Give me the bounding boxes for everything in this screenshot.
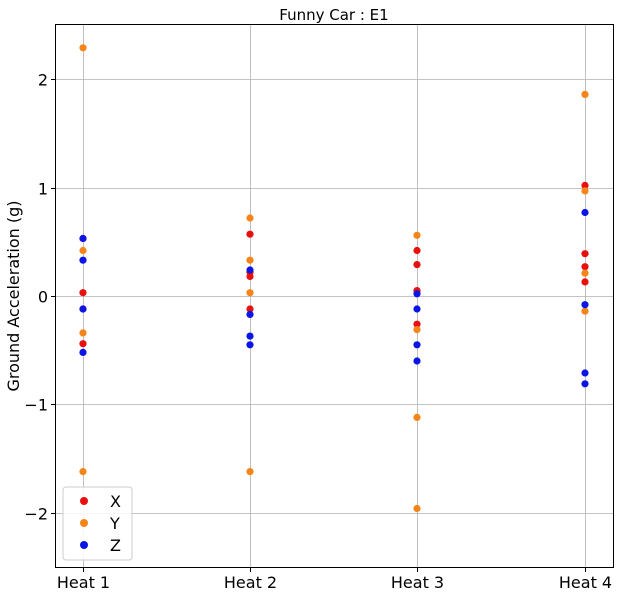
y-tick-label: −1 bbox=[24, 396, 48, 415]
legend-marker bbox=[80, 519, 88, 527]
point-y bbox=[79, 468, 87, 476]
point-y bbox=[413, 413, 421, 421]
point-x bbox=[246, 230, 254, 238]
legend-box bbox=[62, 486, 133, 561]
point-y bbox=[581, 187, 589, 195]
data-points bbox=[79, 44, 589, 513]
point-y bbox=[246, 289, 254, 297]
point-x bbox=[79, 289, 87, 297]
grid bbox=[56, 25, 613, 567]
legend-label: Z bbox=[110, 536, 121, 555]
point-x bbox=[246, 272, 254, 281]
y-axis-label: Ground Acceleration (g) bbox=[4, 200, 23, 391]
point-x bbox=[581, 181, 589, 189]
point-z bbox=[581, 208, 589, 217]
point-z bbox=[246, 310, 254, 318]
plot-frame bbox=[55, 24, 614, 568]
legend-label: Y bbox=[109, 514, 120, 533]
point-x bbox=[413, 246, 421, 255]
x-tick-label: Heat 4 bbox=[559, 573, 612, 592]
point-y bbox=[581, 307, 589, 315]
point-y bbox=[79, 44, 87, 52]
point-z bbox=[413, 341, 421, 349]
chart-title: Funny Car : E1 bbox=[279, 6, 388, 24]
legend-marker bbox=[80, 497, 88, 505]
point-z bbox=[581, 369, 589, 377]
legend-label: X bbox=[110, 492, 121, 511]
legend-marker bbox=[80, 541, 88, 549]
y-tick-label: 0 bbox=[38, 288, 48, 307]
point-z bbox=[79, 256, 87, 264]
legend: XYZ bbox=[62, 486, 133, 561]
point-x bbox=[581, 250, 589, 258]
point-z bbox=[79, 348, 87, 356]
y-axis-ticks: −2 −1 0 1 2 bbox=[24, 71, 56, 524]
point-y bbox=[79, 329, 87, 337]
point-z bbox=[79, 305, 87, 313]
point-y bbox=[246, 256, 254, 264]
point-x bbox=[413, 320, 421, 328]
point-z bbox=[246, 332, 254, 340]
point-z bbox=[413, 357, 421, 365]
point-y bbox=[413, 504, 421, 513]
point-x bbox=[581, 263, 589, 271]
point-z bbox=[246, 341, 254, 349]
y-tick-label: −2 bbox=[24, 505, 48, 524]
point-y bbox=[413, 231, 421, 239]
point-z bbox=[246, 266, 254, 274]
point-y bbox=[581, 90, 589, 98]
x-tick-label: Heat 2 bbox=[224, 573, 277, 592]
point-x bbox=[581, 278, 589, 286]
point-x bbox=[413, 261, 421, 269]
y-tick-label: 1 bbox=[38, 180, 48, 199]
point-y bbox=[246, 468, 254, 476]
point-y bbox=[581, 269, 589, 277]
x-tick-label: Heat 3 bbox=[391, 573, 444, 592]
point-z bbox=[413, 305, 421, 313]
point-x bbox=[246, 305, 254, 313]
point-z bbox=[413, 290, 421, 298]
point-z bbox=[581, 301, 589, 309]
point-x bbox=[79, 340, 87, 348]
point-y bbox=[79, 246, 87, 255]
point-z bbox=[79, 234, 87, 243]
y-tick-label: 2 bbox=[38, 71, 48, 90]
x-axis-ticks: Heat 1 Heat 2 Heat 3 Heat 4 bbox=[57, 567, 612, 592]
point-y bbox=[246, 214, 254, 222]
point-y bbox=[413, 326, 421, 334]
x-tick-label: Heat 1 bbox=[57, 573, 110, 592]
point-z bbox=[581, 380, 589, 388]
